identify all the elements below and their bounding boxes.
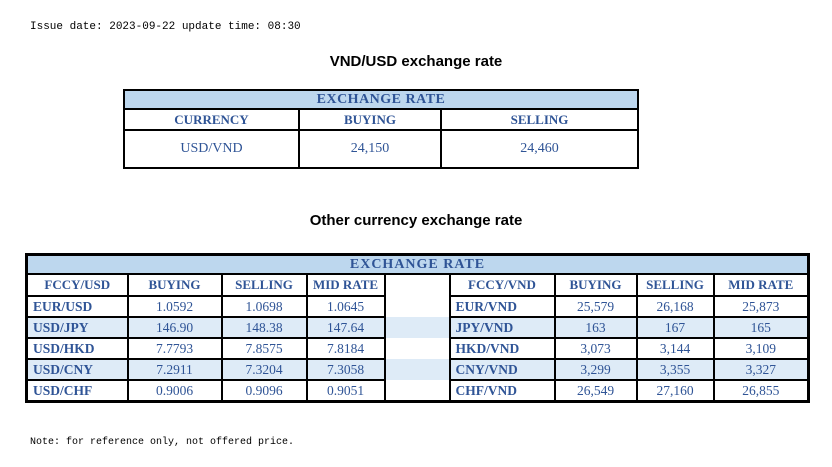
buying-rate-cell: 7.2911 <box>126 358 223 381</box>
table-row: USD/VND 24,150 24,460 <box>123 129 640 169</box>
mid-rate-cell: 3,109 <box>712 337 810 360</box>
col-selling: SELLING <box>439 108 640 131</box>
gap-cell <box>383 317 451 338</box>
currency-pair-cell: JPY/VND <box>448 316 556 339</box>
buying-rate-cell: 25,579 <box>553 295 638 318</box>
col-selling-right: SELLING <box>635 273 715 297</box>
mid-rate-cell: 25,873 <box>712 295 810 318</box>
buying-rate-cell: 26,549 <box>553 379 638 403</box>
col-buying: BUYING <box>298 108 442 131</box>
col-mid-rate-right: MID RATE <box>712 273 810 297</box>
usd-table-column-header-row: CURRENCY BUYING SELLING <box>123 108 640 131</box>
buying-rate-cell: 3,299 <box>553 358 638 381</box>
issue-date-text: Issue date: 2023-09-22 update time: 08:3… <box>30 21 301 33</box>
table-row: EUR/USD 1.0592 1.0698 1.0645 EUR/VND 25,… <box>25 295 810 318</box>
buying-rate-cell: 146.90 <box>126 316 223 339</box>
mid-rate-cell: 7.8184 <box>305 337 386 360</box>
selling-rate-cell: 26,168 <box>635 295 715 318</box>
other-table-column-header-row: FCCY/USD BUYING SELLING MID RATE FCCY/VN… <box>25 273 810 297</box>
usd-table-title: VND/USD exchange rate <box>329 53 503 70</box>
selling-rate-cell: 7.3204 <box>220 358 308 381</box>
usd-exchange-table: EXCHANGE RATE CURRENCY BUYING SELLING US… <box>122 89 640 169</box>
mid-rate-cell: 0.9051 <box>305 379 386 403</box>
buying-rate-cell: 3,073 <box>553 337 638 360</box>
col-selling-left: SELLING <box>220 273 308 297</box>
gap-cell <box>383 296 451 317</box>
table-row: USD/JPY 146.90 148.38 147.64 JPY/VND 163… <box>25 316 810 339</box>
selling-rate-cell: 0.9096 <box>220 379 308 403</box>
currency-pair-cell: USD/VND <box>123 129 300 169</box>
buying-rate-cell: 163 <box>553 316 638 339</box>
buying-rate-cell: 0.9006 <box>126 379 223 403</box>
usd-table-header-row: EXCHANGE RATE <box>122 89 640 110</box>
gap-cell <box>383 359 451 380</box>
currency-pair-cell: CHF/VND <box>448 379 556 403</box>
currency-pair-cell: USD/CHF <box>25 379 129 403</box>
currency-pair-cell: USD/JPY <box>25 316 129 339</box>
mid-rate-cell: 1.0645 <box>305 295 386 318</box>
table-row: USD/HKD 7.7793 7.8575 7.8184 HKD/VND 3,0… <box>25 337 810 360</box>
buying-rate-cell: 24,150 <box>298 129 442 169</box>
col-currency: CURRENCY <box>123 108 300 131</box>
selling-rate-cell: 7.8575 <box>220 337 308 360</box>
selling-rate-cell: 148.38 <box>220 316 308 339</box>
col-fccy-usd: FCCY/USD <box>25 273 129 297</box>
buying-rate-cell: 1.0592 <box>126 295 223 318</box>
gap-cell <box>383 380 451 402</box>
mid-rate-cell: 26,855 <box>712 379 810 403</box>
selling-rate-cell: 24,460 <box>439 129 640 169</box>
selling-rate-cell: 3,355 <box>635 358 715 381</box>
currency-pair-cell: EUR/VND <box>448 295 556 318</box>
other-table-title: Other currency exchange rate <box>309 212 523 229</box>
currency-pair-cell: EUR/USD <box>25 295 129 318</box>
selling-rate-cell: 3,144 <box>635 337 715 360</box>
usd-table-header: EXCHANGE RATE <box>122 89 640 110</box>
currency-pair-cell: USD/CNY <box>25 358 129 381</box>
currency-pair-cell: HKD/VND <box>448 337 556 360</box>
gap-cell <box>383 338 451 359</box>
currency-pair-cell: USD/HKD <box>25 337 129 360</box>
col-mid-rate-left: MID RATE <box>305 273 386 297</box>
other-table-header-row: EXCHANGE RATE <box>25 253 810 275</box>
buying-rate-cell: 7.7793 <box>126 337 223 360</box>
selling-rate-cell: 27,160 <box>635 379 715 403</box>
gap-cell <box>383 274 451 296</box>
selling-rate-cell: 1.0698 <box>220 295 308 318</box>
mid-rate-cell: 3,327 <box>712 358 810 381</box>
table-row: USD/CHF 0.9006 0.9096 0.9051 CHF/VND 26,… <box>25 379 810 403</box>
currency-pair-cell: CNY/VND <box>448 358 556 381</box>
selling-rate-cell: 167 <box>635 316 715 339</box>
mid-rate-cell: 147.64 <box>305 316 386 339</box>
other-exchange-table: EXCHANGE RATE FCCY/USD BUYING SELLING MI… <box>25 253 811 403</box>
mid-rate-cell: 165 <box>712 316 810 339</box>
table-row: USD/CNY 7.2911 7.3204 7.3058 CNY/VND 3,2… <box>25 358 810 381</box>
note-text: Note: for reference only, not offered pr… <box>30 437 295 448</box>
col-buying-left: BUYING <box>126 273 223 297</box>
mid-rate-cell: 7.3058 <box>305 358 386 381</box>
col-buying-right: BUYING <box>553 273 638 297</box>
other-table-header: EXCHANGE RATE <box>25 253 810 275</box>
col-fccy-vnd: FCCY/VND <box>448 273 556 297</box>
